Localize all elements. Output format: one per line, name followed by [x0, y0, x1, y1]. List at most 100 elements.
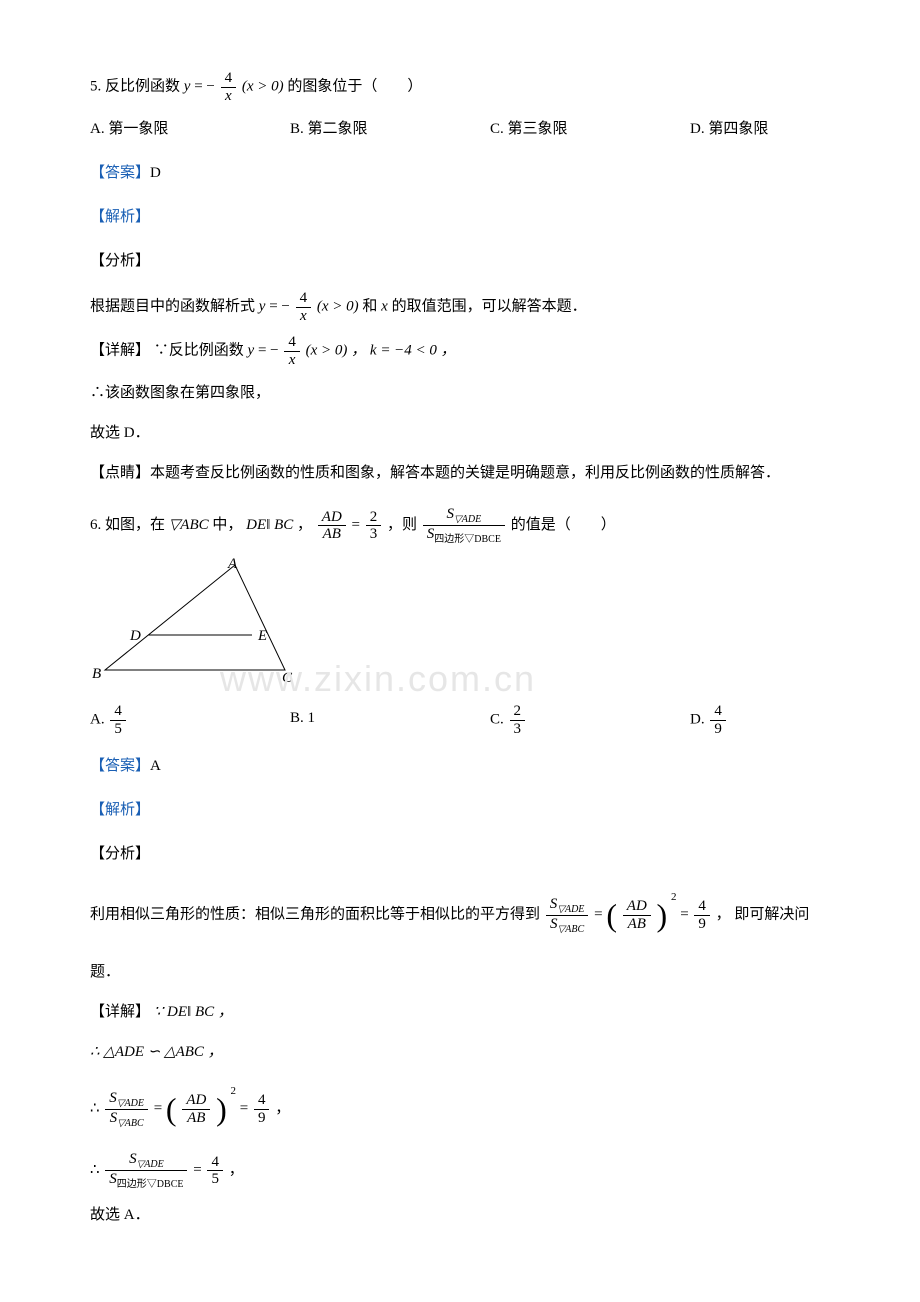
q6-45-n: 4: [207, 1154, 223, 1171]
q6-sr2-den: S▽ABC: [105, 1109, 148, 1129]
q5-fenxi: 【分析】: [90, 246, 830, 276]
q5-frac3-den: x: [284, 351, 300, 369]
q6-ratio-num: AD: [318, 509, 346, 526]
q6-detail-l4-prefix: ∴: [90, 1162, 103, 1178]
q6-ratio: AD AB: [318, 509, 346, 543]
q6-opt-d: D. 4 9: [690, 703, 830, 737]
q6-paren-group2: ( AD AB ) 2: [166, 1077, 236, 1141]
q6-detail-l2: ∴ △ADE ∽ △ABC ，: [90, 1044, 223, 1060]
q5-stem: 5. 反比例函数 y = − 4 x (x > 0) 的图象位于（ ）: [90, 70, 830, 104]
q6-adab2: AD AB: [182, 1092, 210, 1126]
q6-detail-l1: ∵ DE‖ BC ，: [154, 1004, 233, 1020]
q6-s1: S: [447, 506, 455, 522]
q5-number: 5.: [90, 78, 101, 94]
q5-detail-2: ∴该函数图象在第四象限，: [90, 378, 830, 408]
q5-opt-c: C. 第三象限: [490, 114, 690, 144]
q6-sr2-abc: ▽ABC: [117, 1118, 144, 1129]
q6-45: 4 5: [207, 1154, 223, 1188]
q5-dianjing: 【点睛】本题考查反比例函数的性质和图象，解答本题的关键是明确题意，利用反比例函数…: [90, 458, 830, 488]
q6-comma2: ，: [229, 1162, 244, 1178]
q6-45-d: 5: [207, 1170, 223, 1188]
q6-ratio-den: AB: [318, 525, 346, 543]
q6-sfrac2-den: S四边形▽DBCE: [105, 1170, 187, 1190]
q5-analysis-suffix: 的取值范围，可以解答本题．: [392, 298, 587, 314]
q5-eq2: = −: [269, 298, 290, 314]
q6-opt-c: C. 2 3: [490, 703, 690, 737]
q6-a-label: A.: [90, 711, 108, 727]
q5-jiexi: 【解析】: [90, 202, 830, 232]
q6-s-ratio2: S▽ADE S▽ABC: [105, 1090, 148, 1129]
q5-domain: (x > 0): [242, 78, 284, 94]
q5-detail-1: 【详解】 ∵反比例函数 y = − 4 x (x > 0) ， k = −4 <…: [90, 334, 830, 368]
q6-stem: 6. 如图，在 ▽ABC 中， DE‖ BC ， AD AB = 2 3 ，则 …: [90, 506, 830, 545]
q5-eq: = −: [194, 78, 215, 94]
q6-sfrac2-num: S▽ADE: [105, 1151, 187, 1170]
q6-opt-a: A. 4 5: [90, 703, 290, 737]
q6-answer: 【答案】A: [90, 751, 830, 781]
label-e: E: [258, 621, 267, 651]
q6-c-num: 2: [510, 703, 526, 720]
q5-stem-suffix: 的图象位于（ ）: [287, 78, 422, 94]
q6-detail-2: ∴ △ADE ∽ △ABC ，: [90, 1037, 830, 1067]
q6-49b-n: 4: [254, 1092, 270, 1109]
triangle-svg: [90, 555, 310, 685]
q5-domain2: (x > 0): [317, 298, 359, 314]
q6-d-label: D.: [690, 711, 708, 727]
paren-open: (: [606, 897, 617, 933]
q6-a-frac: 4 5: [110, 703, 126, 737]
q6-sq2: 2: [230, 1085, 236, 1097]
q5-detail-k: ， k = −4 < 0 ，: [351, 342, 456, 358]
q6-jiexi: 【解析】: [90, 795, 830, 825]
q6-sub-dbce: 四边形▽DBCE: [434, 534, 501, 545]
q6-analysis-prefix: 利用相似三角形的性质：相似三角形的面积比等于相似比的平方得到: [90, 906, 544, 922]
triangle-outer: [105, 565, 285, 670]
q5-detail-because: ∵反比例函数: [154, 342, 248, 358]
paren-open2: (: [166, 1091, 177, 1127]
q6-a-num: 4: [110, 703, 126, 720]
paren-close2: ): [216, 1091, 227, 1127]
q5-opt-d: D. 第四象限: [690, 114, 830, 144]
q5-analysis-mid: 和: [362, 298, 381, 314]
q6-sfrac-num: S▽ADE: [423, 506, 505, 525]
q5-options: A. 第一象限 B. 第二象限 C. 第三象限 D. 第四象限: [90, 114, 830, 144]
q6-number: 6.: [90, 517, 101, 533]
q5-frac: 4 x: [221, 70, 237, 104]
q6-fenxi: 【分析】: [90, 839, 830, 869]
answer-label-6: 【答案】: [90, 758, 150, 774]
q6-sf2-s2: S: [109, 1171, 117, 1187]
q6-analysis-suffix: ， 即可解决问: [716, 906, 810, 922]
q6-sr2-num: S▽ADE: [105, 1090, 148, 1109]
q5-y: y: [184, 78, 191, 94]
label-b: B: [92, 659, 101, 689]
label-d: D: [130, 621, 141, 651]
q5-analysis: 根据题目中的函数解析式 y = − 4 x (x > 0) 和 x 的取值范围，…: [90, 290, 830, 324]
q5-detail-label: 【详解】: [90, 342, 150, 358]
q6-sr2-ade: ▽ADE: [117, 1098, 144, 1109]
q5-opt-a: A. 第一象限: [90, 114, 290, 144]
q6-analysis-line2: 题．: [90, 957, 830, 987]
q6-comma1: ，: [275, 1100, 290, 1116]
q6-sr-s2: S: [550, 916, 558, 932]
q6-ad2: AD: [182, 1092, 210, 1109]
q6-ab2: AB: [182, 1109, 210, 1127]
q6-opt-b: B. 1: [290, 703, 490, 737]
q5-y3: y: [248, 342, 255, 358]
q6-detail-5: 故选 A．: [90, 1200, 830, 1230]
q6-d-den: 9: [710, 720, 726, 738]
q5-frac2-num: 4: [296, 290, 312, 307]
q5-frac3-num: 4: [284, 334, 300, 351]
q6-c-frac: 2 3: [510, 703, 526, 737]
q6-detail-l3-prefix: ∴: [90, 1100, 103, 1116]
q6-c-den: 3: [510, 720, 526, 738]
q6-sf2-dbce: 四边形▽DBCE: [117, 1179, 184, 1190]
q6-options: A. 4 5 B. 1 C. 2 3 D. 4 9: [90, 703, 830, 737]
q6-seq1b: =: [154, 1100, 166, 1116]
q5-frac2: 4 x: [296, 290, 312, 324]
q6-ad: AD: [623, 898, 651, 915]
q6-stem-prefix: 如图，在: [105, 517, 165, 533]
q6-sf2-ade: ▽ADE: [137, 1159, 164, 1170]
q6-49b-d: 9: [254, 1109, 270, 1127]
q6-sfrac: S▽ADE S 四边形▽DBCE: [423, 506, 505, 545]
q6-paren-group: ( AD AB ) 2: [606, 883, 676, 947]
q6-two: 2: [366, 509, 382, 526]
